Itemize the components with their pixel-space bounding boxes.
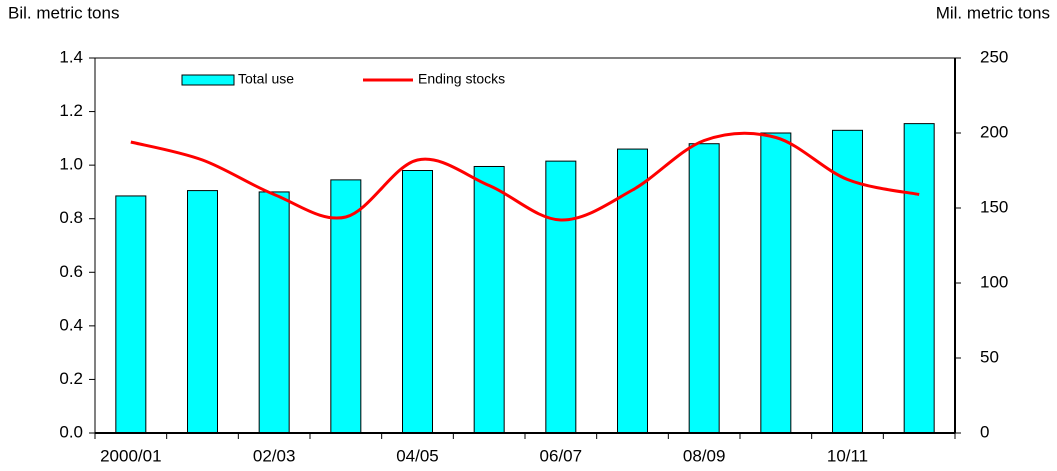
y2-tick-label: 150	[980, 197, 1008, 216]
y-tick-label: 1.0	[59, 155, 83, 174]
bar	[473, 165, 505, 434]
x-tick-label: 06/07	[540, 446, 583, 465]
bar	[115, 195, 147, 434]
x-tick-label: 2000/01	[100, 446, 161, 465]
y-tick-label: 0.8	[59, 208, 83, 227]
bar	[187, 190, 218, 434]
bar	[545, 160, 577, 434]
y-tick-label: 1.4	[59, 47, 83, 66]
y-tick-label: 0.4	[59, 315, 83, 334]
y2-axis-label: Mil. metric tons	[936, 3, 1050, 22]
x-tick-label: 02/03	[253, 446, 296, 465]
x-tick-label: 04/05	[396, 446, 439, 465]
y2-tick-label: 250	[980, 47, 1008, 66]
x-tick-label: 10/11	[827, 446, 868, 465]
y2-tick-label: 100	[980, 272, 1008, 291]
x-tick-label: 08/09	[683, 446, 726, 465]
bar	[760, 132, 792, 434]
y-tick-label: 0.0	[59, 422, 83, 441]
legend-swatch	[181, 74, 235, 86]
bar	[688, 143, 720, 434]
y-tick-label: 0.2	[59, 369, 83, 388]
y-tick-label: 1.2	[59, 101, 83, 120]
y-axis-label: Bil. metric tons	[8, 3, 119, 22]
y2-tick-label: 0	[980, 422, 989, 441]
bar	[258, 191, 290, 434]
legend-label: Ending stocks	[418, 71, 505, 87]
y2-tick-label: 50	[980, 347, 999, 366]
bar	[903, 123, 935, 434]
line	[130, 131, 920, 222]
bar	[330, 179, 362, 434]
y-tick-label: 0.6	[59, 262, 83, 281]
plot-frame	[94, 57, 956, 434]
bar	[402, 170, 433, 434]
y2-tick-label: 200	[980, 122, 1008, 141]
legend-label: Total use	[238, 71, 294, 87]
